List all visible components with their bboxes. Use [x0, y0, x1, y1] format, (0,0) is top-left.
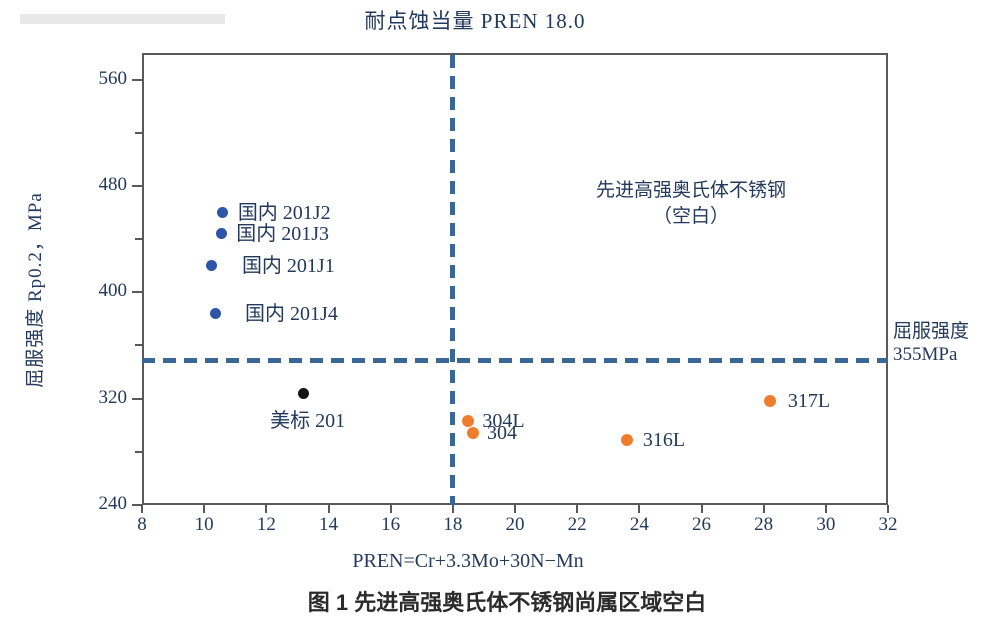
x-tick-label: 14 [319, 514, 338, 535]
x-tick [762, 505, 765, 513]
data-point-label: 国内 201J2 [237, 201, 331, 224]
y-tick [132, 184, 142, 187]
x-tick [451, 505, 454, 513]
yield-threshold-label-line2: 355MPa [893, 344, 958, 365]
region-annotation: 先进高强奥氏体不锈钢 （空白） [565, 172, 817, 236]
data-point-label: 304 [487, 422, 518, 445]
y-tick-minor [135, 238, 142, 241]
region-annotation-line1: 先进高强奥氏体不锈钢 [595, 180, 786, 201]
x-tick-label: 28 [754, 514, 774, 535]
figure-caption: 图 1 先进高强奥氏体不锈钢尚属区域空白 [307, 590, 707, 615]
x-tick-label: 20 [505, 514, 525, 535]
scan-artifact [20, 14, 225, 24]
x-axis-label: PREN=Cr+3.3Mo+30N−Mn [352, 550, 584, 572]
data-point-label: 国内 201J4 [245, 302, 338, 325]
x-tick-label: 12 [256, 514, 276, 535]
x-tick-label: 8 [137, 514, 147, 535]
data-point [298, 387, 310, 399]
x-tick-label: 22 [567, 514, 587, 535]
data-point [217, 207, 229, 219]
region-annotation-line2: （空白） [652, 206, 729, 227]
data-point [206, 260, 218, 272]
x-tick-label: 16 [381, 514, 401, 535]
y-tick-minor [135, 131, 142, 134]
y-tick [132, 78, 142, 81]
yield-threshold-label: 屈服强度 355MPa [893, 320, 969, 366]
x-tick [265, 505, 268, 513]
pren-threshold-dashed-line [450, 55, 456, 505]
y-axis-label: 屈服强度 Rp0.2，MPa [25, 192, 46, 388]
y-tick-minor [135, 450, 142, 453]
x-tick-label: 26 [692, 514, 711, 535]
data-point [620, 433, 633, 446]
x-tick-label: 32 [878, 514, 898, 535]
y-tick-label: 480 [98, 173, 128, 195]
x-tick [203, 505, 206, 513]
y-tick [132, 291, 142, 294]
x-tick [887, 505, 889, 513]
data-point [462, 415, 475, 428]
y-tick-minor [135, 344, 142, 347]
data-point [763, 395, 776, 408]
y-tick-label: 320 [98, 386, 128, 408]
x-tick [824, 505, 827, 513]
data-point [215, 228, 227, 240]
x-tick [576, 505, 579, 513]
data-point-label: 国内 201J3 [236, 222, 330, 245]
x-tick-label: 10 [194, 514, 214, 535]
x-tick-label: 30 [816, 514, 836, 535]
yield-threshold-dashed-line [142, 357, 888, 363]
data-point-label: 国内 201J1 [241, 254, 335, 277]
x-tick [389, 505, 392, 513]
x-tick [141, 505, 143, 513]
y-tick [132, 397, 142, 400]
plot-frame [142, 53, 888, 505]
yield-threshold-label-line1: 屈服强度 [893, 321, 970, 342]
y-tick-label: 400 [98, 280, 128, 302]
data-point [209, 308, 221, 320]
data-point [467, 427, 480, 440]
y-tick-label: 560 [98, 67, 128, 89]
x-tick [327, 505, 330, 513]
x-tick [638, 505, 641, 513]
y-tick-label: 240 [98, 493, 128, 514]
data-point-label: 317L [787, 390, 831, 413]
x-tick-label: 18 [443, 514, 463, 535]
data-point-label: 美标 201 [270, 410, 346, 433]
chart-title: 耐点蚀当量 PREN 18.0 [364, 9, 586, 33]
x-tick [514, 505, 516, 513]
data-point-label: 316L [642, 428, 686, 451]
data-point-label: 304L [482, 410, 525, 433]
x-tick-label: 24 [629, 514, 649, 535]
y-tick [132, 504, 142, 506]
x-tick [700, 505, 703, 513]
